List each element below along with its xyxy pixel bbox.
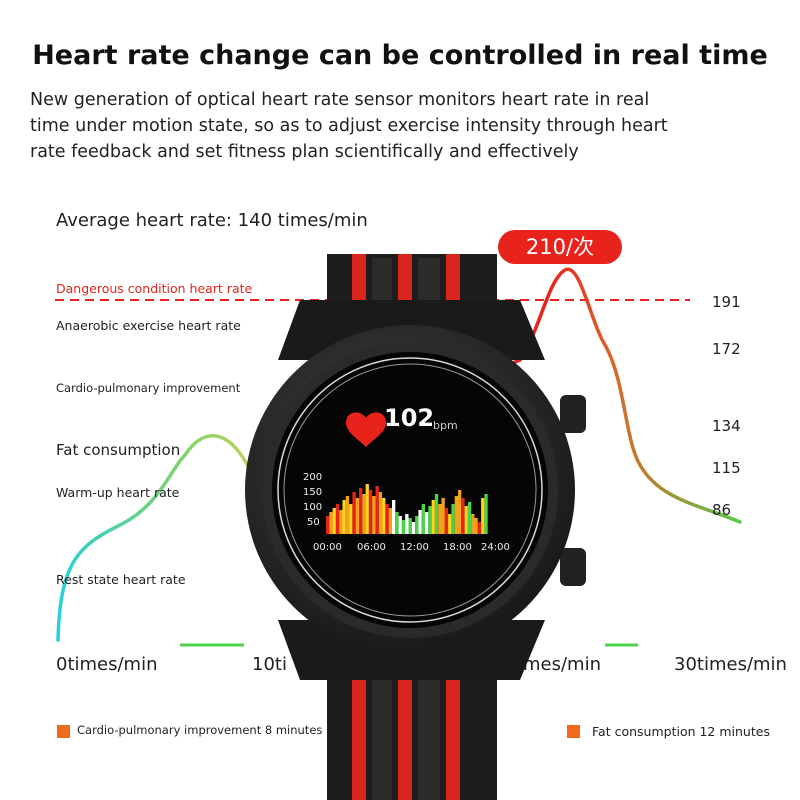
watch-screen: [272, 352, 548, 628]
mini-chart-bar: [345, 496, 350, 534]
mini-chart-bar: [398, 516, 402, 534]
peak-badge: 210/次: [498, 230, 622, 264]
mini-chart-bar: [481, 498, 485, 534]
mini-chart-bar: [382, 498, 386, 534]
mini-chart-bar: [477, 522, 482, 534]
mini-y-tick-200: 200: [303, 472, 323, 483]
mini-chart-bar: [471, 514, 475, 534]
mini-x-tick-4: 24:00: [481, 542, 510, 553]
threshold-134: 134: [712, 417, 741, 435]
mini-chart-bar: [359, 488, 363, 534]
mini-chart-bar: [378, 492, 383, 534]
mini-chart-bar: [467, 502, 472, 534]
mini-chart-bar: [362, 494, 366, 534]
mini-chart-bar: [355, 498, 359, 534]
mini-chart-bar: [332, 508, 336, 534]
side-button-top: [560, 395, 586, 433]
mini-chart-bar: [438, 504, 442, 534]
mini-chart-bar: [418, 510, 422, 534]
mini-chart-bar: [444, 508, 449, 534]
heart-rate-curve: [56, 267, 742, 642]
mini-chart-bar: [451, 504, 455, 534]
mini-chart-bar: [454, 496, 458, 534]
mini-chart-bar: [342, 500, 346, 534]
mini-x-tick-1: 06:00: [357, 542, 386, 553]
mini-chart-bar: [392, 500, 396, 534]
x-axis-label-10: 10ti: [252, 654, 287, 675]
mini-chart-bar: [425, 512, 429, 534]
mini-chart-bar: [434, 494, 439, 534]
threshold-115: 115: [712, 459, 741, 477]
legend-label-fat: Fat consumption 12 minutes: [592, 724, 770, 739]
bpm-value: 102: [384, 404, 435, 432]
mini-chart-bar: [352, 492, 356, 534]
mini-chart-bar: [385, 504, 389, 534]
mini-heart-chart: [326, 484, 488, 534]
mini-chart-bar: [458, 490, 462, 534]
mini-chart-bar: [335, 504, 340, 534]
legend-swatch-cardio: [57, 725, 70, 738]
mini-chart-bar: [375, 486, 379, 534]
mini-chart-bar: [464, 506, 468, 534]
mini-chart-bar: [405, 514, 409, 534]
mini-chart-bar: [411, 522, 416, 534]
zone-warmup-label: Warm-up heart rate: [56, 485, 180, 500]
description-line-1: New generation of optical heart rate sen…: [30, 90, 650, 110]
mini-x-tick-2: 12:00: [400, 542, 429, 553]
mini-chart-bar: [329, 512, 333, 534]
zone-anaerobic-label: Anaerobic exercise heart rate: [56, 318, 241, 333]
mini-y-tick-50: 50: [307, 517, 320, 528]
mini-x-tick-0: 00:00: [313, 542, 342, 553]
zone-cardio-label: Cardio-pulmonary improvement: [56, 381, 241, 395]
mini-chart-bar: [388, 508, 392, 534]
side-button-bottom: [560, 548, 586, 586]
mini-chart-bar: [339, 510, 343, 534]
mini-chart-bar: [372, 496, 376, 534]
mini-chart-bar: [408, 518, 412, 534]
threshold-191: 191: [712, 293, 741, 311]
mini-chart-bar: [326, 516, 330, 534]
mini-chart-bar: [415, 516, 419, 534]
x-axis-label-0: 0times/min: [56, 654, 158, 675]
mini-chart-bar: [441, 498, 445, 534]
strap-bottom: [327, 668, 497, 800]
mini-chart-bar: [461, 498, 465, 534]
x-axis-label-30: 30times/min: [674, 654, 787, 675]
zone-dangerous-label: Dangerous condition heart rate: [56, 281, 253, 296]
mini-chart-bar: [368, 490, 373, 534]
mini-chart-bar: [431, 500, 435, 534]
mini-chart-bar: [484, 494, 488, 534]
zone-rest-label: Rest state heart rate: [56, 572, 186, 587]
x-axis-label-20: imes/min: [518, 654, 601, 675]
heart-icon: [346, 412, 386, 447]
average-heart-rate: Average heart rate: 140 times/min: [56, 210, 368, 231]
mini-chart-bar: [401, 520, 406, 534]
bpm-unit: bpm: [433, 419, 458, 432]
headline: Heart rate change can be controlled in r…: [32, 40, 768, 71]
mini-chart-bar: [365, 484, 369, 534]
description-line-3: rate feedback and set fitness plan scien…: [30, 142, 579, 162]
mini-chart-bar: [421, 504, 425, 534]
mini-chart-bar: [349, 504, 353, 534]
mini-chart-bar: [395, 512, 399, 534]
mini-y-tick-100: 100: [303, 502, 323, 513]
legend-swatch-fat: [567, 725, 580, 738]
mini-chart-bar: [428, 506, 432, 534]
mini-y-tick-150: 150: [303, 487, 323, 498]
mini-chart-bar: [474, 518, 478, 534]
zone-fat-label: Fat consumption: [56, 441, 181, 459]
threshold-86: 86: [712, 501, 732, 519]
mini-chart-bar: [448, 514, 452, 534]
description-line-2: time under motion state, so as to adjust…: [30, 116, 668, 136]
legend-label-cardio: Cardio-pulmonary improvement 8 minutes: [77, 723, 323, 737]
mini-x-tick-3: 18:00: [443, 542, 472, 553]
threshold-172: 172: [712, 340, 741, 358]
